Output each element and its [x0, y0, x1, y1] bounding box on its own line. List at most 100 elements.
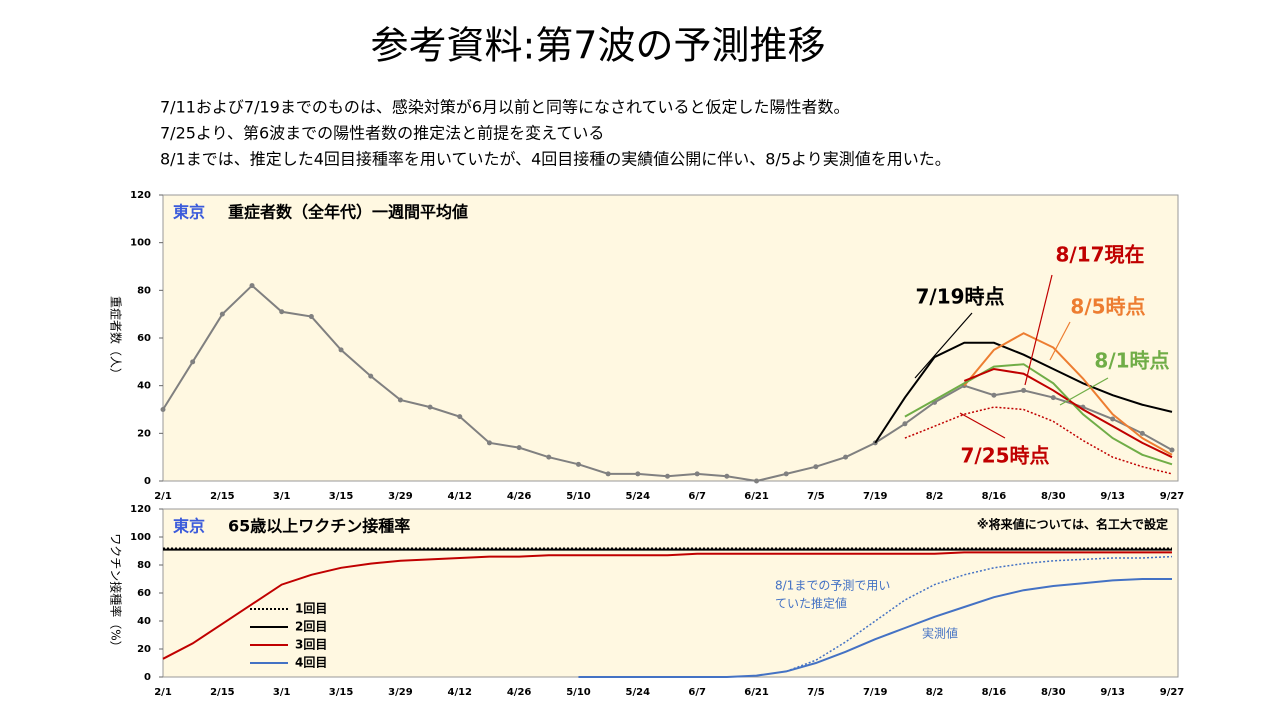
- pointer: [1049, 321, 1071, 361]
- x-tick-label: 3/15: [329, 687, 354, 698]
- x-tick-label: 7/19: [863, 687, 888, 698]
- x-tick-label: 8/30: [1041, 491, 1066, 502]
- y-tick-label: 60: [137, 333, 151, 344]
- data-point: [219, 311, 225, 317]
- x-tick-label: 9/27: [1160, 687, 1185, 698]
- x-tick-label: 2/1: [154, 687, 172, 698]
- x-tick-label: 6/21: [744, 491, 769, 502]
- series-line: [904, 406, 1173, 475]
- x-tick-label: 3/1: [273, 491, 291, 502]
- y-tick-label: 40: [137, 381, 151, 392]
- data-point: [308, 314, 314, 320]
- legend-label: 1回目: [295, 602, 327, 616]
- pointer: [1059, 377, 1109, 406]
- x-tick-label: 2/1: [154, 491, 172, 502]
- data-point: [1110, 416, 1116, 422]
- data-point: [190, 359, 196, 365]
- x-tick-label: 5/10: [566, 491, 591, 502]
- series-line: [578, 578, 1172, 678]
- data-point: [427, 404, 433, 410]
- data-point: [160, 407, 166, 412]
- data-point: [902, 421, 908, 427]
- x-tick-label: 8/2: [926, 491, 944, 502]
- data-point: [605, 471, 611, 477]
- pointer: [959, 412, 1006, 439]
- data-point: [1139, 430, 1145, 436]
- data-point: [338, 347, 344, 353]
- y-tick-label: 80: [137, 285, 151, 296]
- x-tick-label: 8/16: [982, 687, 1007, 698]
- x-tick-label: 3/29: [388, 687, 413, 698]
- data-point: [813, 464, 819, 470]
- data-point: [1169, 447, 1175, 453]
- y-tick-label: 40: [137, 616, 151, 627]
- y-axis-label: ワクチン接種率（%）: [109, 533, 124, 652]
- x-tick-label: 7/5: [807, 491, 825, 502]
- data-point: [575, 461, 581, 467]
- x-tick-label: 4/26: [507, 491, 532, 502]
- data-point: [843, 454, 849, 460]
- data-point: [279, 309, 285, 315]
- note: 8/1までは、推定した4回目接種率を用いていたが、4回目接種の実績値公開に伴い、…: [160, 150, 951, 169]
- y-tick-label: 0: [144, 476, 151, 487]
- y-tick-label: 80: [137, 560, 151, 571]
- series-label: 8/1時点: [1094, 349, 1169, 373]
- data-point: [783, 471, 789, 477]
- x-tick-label: 4/12: [447, 687, 472, 698]
- region: 東京: [173, 203, 205, 222]
- x-tick-label: 2/15: [210, 491, 235, 502]
- x-tick-label: 3/29: [388, 491, 413, 502]
- x-tick-label: 5/24: [626, 687, 651, 698]
- chart-title: 重症者数（全年代）一週間平均値: [228, 203, 468, 222]
- plot-area: [162, 194, 1179, 482]
- x-tick-label: 6/7: [688, 491, 706, 502]
- data-point: [1021, 387, 1027, 393]
- data-point: [546, 454, 552, 460]
- pointer: [914, 312, 973, 379]
- x-tick-label: 4/26: [507, 687, 532, 698]
- y-tick-label: 100: [130, 238, 151, 249]
- annotation: 8/1までの予測で用い: [775, 579, 890, 593]
- y-tick-label: 120: [130, 190, 151, 201]
- x-tick-label: 8/30: [1041, 687, 1066, 698]
- annotation: ていた推定値: [775, 596, 847, 611]
- series-label: 8/17現在: [1055, 243, 1144, 267]
- series-line: [162, 551, 1172, 660]
- x-tick-label: 3/1: [273, 687, 291, 698]
- note: 7/25より、第6波までの陽性者数の推定法と前提を変えている: [160, 124, 604, 143]
- x-tick-label: 9/27: [1160, 491, 1185, 502]
- x-tick-label: 9/13: [1100, 491, 1125, 502]
- data-point: [665, 473, 670, 479]
- note: 7/11および7/19までのものは、感染対策が6月以前と同等になされていると仮定…: [160, 98, 850, 117]
- data-point: [754, 478, 760, 484]
- data-point: [457, 414, 463, 420]
- data-point: [991, 392, 997, 398]
- x-tick-label: 7/19: [863, 491, 888, 502]
- series-label: 8/5時点: [1070, 295, 1145, 319]
- x-tick-label: 6/7: [688, 687, 706, 698]
- pointer: [1024, 274, 1053, 386]
- chart-note: ※将来値については、名工大で設定: [977, 517, 1168, 532]
- series-line: [904, 363, 1173, 466]
- annotation: 実測値: [922, 626, 958, 641]
- x-tick-label: 7/5: [807, 687, 825, 698]
- x-tick-label: 2/15: [210, 687, 235, 698]
- series-label: 7/25時点: [960, 444, 1049, 468]
- data-point: [724, 473, 730, 479]
- y-tick-label: 0: [144, 672, 151, 683]
- y-tick-label: 120: [130, 504, 151, 515]
- x-tick-label: 3/15: [329, 491, 354, 502]
- series-label: 7/19時点: [915, 285, 1004, 309]
- series-line: [785, 555, 1173, 673]
- y-tick-label: 20: [137, 428, 151, 439]
- y-tick-label: 20: [137, 644, 151, 655]
- data-point: [249, 283, 255, 289]
- data-point: [368, 373, 374, 379]
- data-point: [635, 471, 641, 477]
- y-axis-label: 重症者数（人）: [109, 296, 124, 380]
- x-tick-label: 5/24: [626, 491, 651, 502]
- region: 東京: [173, 517, 205, 536]
- x-tick-label: 5/10: [566, 687, 591, 698]
- legend-label: 2回目: [295, 620, 327, 634]
